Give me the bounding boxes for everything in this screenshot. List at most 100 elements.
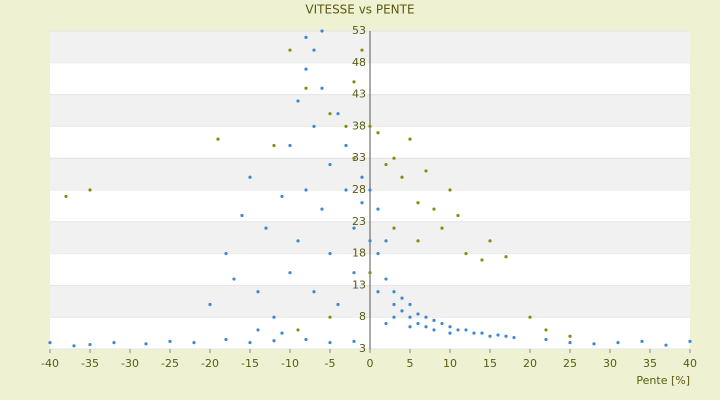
point [432, 328, 436, 332]
point [192, 341, 196, 345]
point [424, 315, 428, 319]
point [664, 343, 668, 347]
point [392, 290, 396, 294]
point [344, 124, 348, 128]
x-tick-label: -5 [325, 357, 336, 370]
point [640, 339, 644, 343]
point [280, 331, 284, 335]
point [496, 333, 500, 337]
point [168, 339, 172, 343]
point [312, 124, 316, 128]
point [328, 252, 332, 256]
point [288, 271, 292, 275]
y-tick-label: 33 [352, 151, 366, 164]
x-tick-label: -35 [81, 357, 99, 370]
x-axis-label: Pente [%] [636, 374, 690, 387]
point [64, 194, 68, 198]
point [512, 335, 516, 340]
point [408, 137, 412, 141]
point [328, 315, 332, 319]
point [416, 312, 420, 316]
point [568, 341, 572, 345]
point [288, 143, 292, 148]
x-tick-label: 10 [443, 357, 457, 370]
x-tick-label: 30 [603, 357, 617, 370]
point [328, 341, 332, 345]
point [544, 328, 548, 332]
y-tick-label: 28 [352, 183, 366, 196]
point [448, 325, 452, 329]
point [504, 255, 508, 259]
point [248, 341, 252, 345]
y-tick-label: 18 [352, 247, 366, 260]
y-tick-label: 38 [352, 119, 366, 132]
point [304, 67, 308, 71]
point [304, 86, 308, 90]
point [472, 331, 476, 335]
point [88, 188, 92, 192]
x-tick-label: -25 [161, 357, 179, 370]
y-tick-label: 8 [359, 310, 366, 323]
point [296, 239, 300, 243]
point [368, 124, 372, 128]
point [360, 175, 364, 179]
point [352, 271, 356, 275]
point [400, 309, 404, 313]
point [352, 339, 356, 343]
chart-title: VITESSE vs PENTE [305, 3, 414, 17]
point [208, 302, 212, 307]
point [48, 341, 52, 345]
point [376, 131, 380, 135]
point [88, 342, 92, 347]
point [240, 213, 244, 218]
point [256, 328, 260, 332]
point [368, 271, 372, 275]
y-tick-label: 23 [352, 215, 366, 228]
point [400, 175, 404, 179]
point [368, 239, 372, 243]
y-tick-label: 48 [352, 56, 366, 69]
point [432, 207, 436, 211]
point [320, 207, 324, 211]
point [448, 331, 452, 335]
point [488, 334, 492, 338]
point [456, 328, 460, 332]
point [464, 252, 468, 256]
point [440, 321, 444, 326]
point [224, 337, 228, 342]
point [464, 328, 468, 332]
point [304, 35, 308, 39]
point [424, 325, 428, 329]
point [400, 296, 404, 300]
point [320, 29, 324, 33]
point [256, 290, 260, 294]
point [568, 334, 572, 338]
point [144, 342, 148, 346]
point [456, 213, 460, 218]
point [376, 290, 380, 294]
point [416, 321, 420, 326]
point [440, 226, 444, 230]
point [344, 143, 348, 148]
point [376, 207, 380, 211]
point [336, 112, 340, 116]
point [264, 226, 268, 230]
point [312, 48, 316, 52]
y-tick-label: 13 [352, 278, 366, 291]
point [416, 239, 420, 243]
point [592, 342, 596, 346]
point [424, 169, 428, 173]
x-tick-label: 0 [367, 357, 374, 370]
point [408, 315, 412, 319]
point [352, 80, 356, 84]
point [432, 318, 436, 322]
point [328, 112, 332, 116]
x-tick-label: -15 [241, 357, 259, 370]
point [488, 239, 492, 243]
point [384, 162, 388, 167]
point [360, 48, 364, 52]
x-tick-label: -20 [201, 357, 219, 370]
point [504, 334, 508, 338]
point [480, 331, 484, 335]
